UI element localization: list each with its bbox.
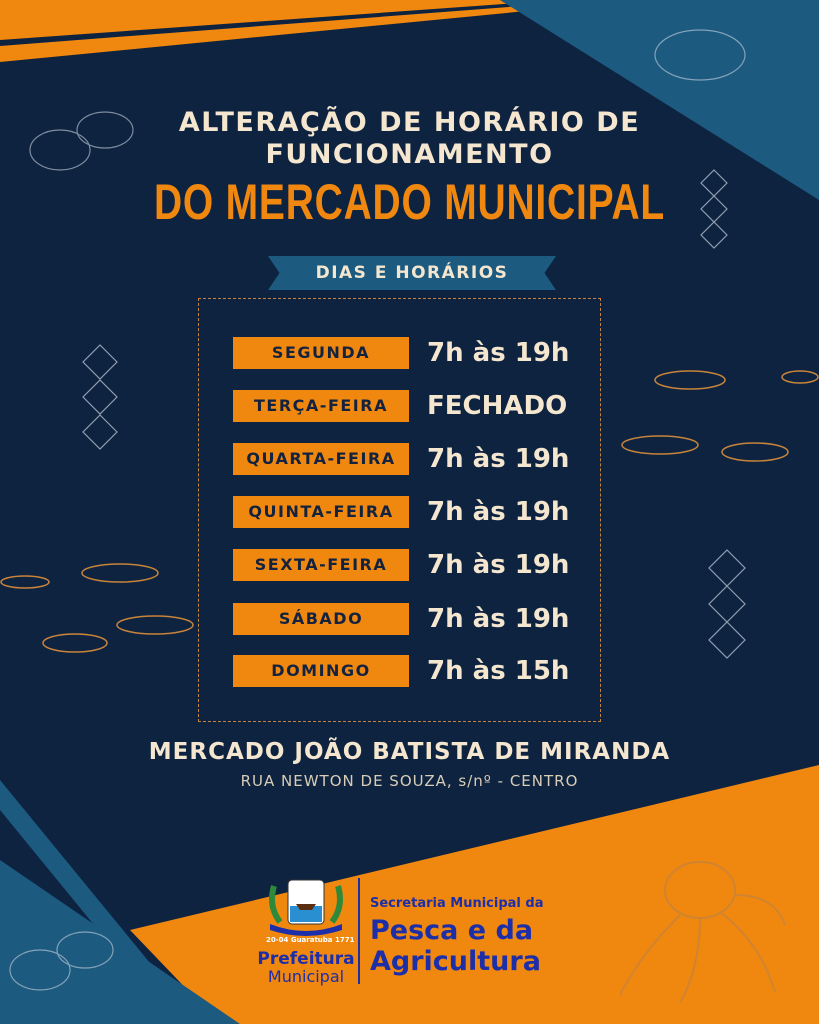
crest-text: 20-04 Guaratuba 1771	[266, 936, 355, 944]
secretaria-text: Secretaria Municipal da	[370, 896, 544, 911]
hours-label: FECHADO	[427, 391, 568, 421]
day-label: QUINTA-FEIRA	[233, 496, 409, 528]
schedule-box	[198, 298, 601, 722]
guaratuba-crest-logo: 20-04 Guaratuba 1771	[266, 878, 355, 946]
day-label: QUARTA-FEIRA	[233, 443, 409, 475]
logo-divider	[358, 878, 360, 984]
diamond-decor	[82, 169, 746, 659]
day-label: TERÇA-FEIRA	[233, 390, 409, 422]
schedule-row: QUARTA-FEIRA 7h às 19h	[233, 443, 613, 475]
schedule-row: SEXTA-FEIRA 7h às 19h	[233, 549, 613, 581]
title-main: DO MERCADO MUNICIPAL	[153, 174, 666, 230]
pesca-text: Pesca e da	[370, 915, 534, 946]
title-line-1: ALTERAÇÃO DE HORÁRIO DE	[178, 107, 641, 138]
secretaria-logo: Secretaria Municipal da Pesca e da Agric…	[370, 896, 543, 977]
agricultura-text: Agricultura	[370, 946, 541, 977]
prefeitura-text: Prefeitura	[257, 949, 355, 969]
day-label: SÁBADO	[233, 603, 409, 635]
prefeitura-label: Prefeitura Municipal	[256, 950, 356, 986]
hours-label: 7h às 15h	[427, 656, 570, 686]
schedule-row: SEGUNDA 7h às 19h	[233, 337, 613, 369]
hours-label: 7h às 19h	[427, 338, 570, 368]
hours-label: 7h às 19h	[427, 604, 570, 634]
hours-label: 7h às 19h	[427, 497, 570, 527]
schedule-row: SÁBADO 7h às 19h	[233, 603, 613, 635]
fish-decor	[0, 370, 819, 653]
municipal-text: Municipal	[267, 967, 345, 986]
schedule-row: DOMINGO 7h às 15h	[233, 655, 613, 687]
day-label: DOMINGO	[233, 655, 409, 687]
schedule-row: TERÇA-FEIRA FECHADO	[233, 390, 613, 422]
market-name: MERCADO JOÃO BATISTA DE MIRANDA	[148, 739, 671, 765]
schedule-row: QUINTA-FEIRA 7h às 19h	[233, 496, 613, 528]
hours-label: 7h às 19h	[427, 550, 570, 580]
hours-label: 7h às 19h	[427, 444, 570, 474]
schedule-banner: DIAS E HORÁRIOS	[268, 256, 556, 290]
day-label: SEGUNDA	[233, 337, 409, 369]
market-address: RUA NEWTON DE SOUZA, s/nº - CENTRO	[240, 772, 579, 790]
title-line-2: FUNCIONAMENTO	[265, 139, 554, 170]
octopus-decor	[619, 861, 786, 1004]
day-label: SEXTA-FEIRA	[233, 549, 409, 581]
shellfish-decor	[9, 29, 746, 991]
